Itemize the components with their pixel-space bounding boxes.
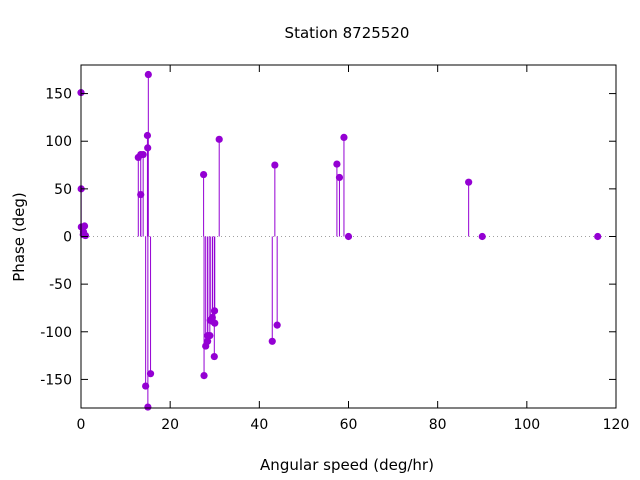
- x-tick-label-80: 80: [429, 417, 447, 433]
- impulse-layer: [80, 74, 470, 408]
- data-point-39: [478, 232, 486, 241]
- x-tick-label-120: 120: [603, 417, 630, 433]
- y-axis: -150 -100 -50 0 50 100 150: [40, 87, 616, 388]
- data-point-30: [215, 135, 223, 143]
- data-point-37: [344, 232, 353, 241]
- point-layer: [77, 70, 602, 411]
- x-tick-label-20: 20: [161, 417, 179, 433]
- chart-title: Station 8725520: [285, 24, 410, 42]
- data-point-6: [80, 222, 89, 230]
- data-point-40: [594, 232, 602, 241]
- y-tick-label--100: -100: [40, 325, 72, 341]
- x-axis-title: Angular speed (deg/hr): [260, 456, 434, 474]
- x-tick-label-0: 0: [77, 417, 86, 433]
- data-point-11: [139, 150, 147, 159]
- x-tick-label-40: 40: [250, 417, 268, 433]
- y-tick-label-100: 100: [45, 134, 72, 150]
- y-tick-label--150: -150: [40, 372, 72, 388]
- data-point-35: [335, 173, 344, 182]
- x-tick-label-60: 60: [340, 417, 358, 433]
- data-point-31: [268, 337, 276, 345]
- data-point-38: [465, 178, 473, 186]
- data-point-34: [333, 160, 341, 168]
- data-point-32: [271, 161, 279, 169]
- y-tick-label-150: 150: [45, 87, 72, 103]
- data-point-28: [210, 307, 219, 315]
- x-tick-label-100: 100: [513, 417, 540, 433]
- data-point-29: [211, 319, 219, 327]
- data-point-23: [206, 331, 214, 340]
- x-axis: 0 20 40 60 80 100 120: [77, 65, 630, 433]
- data-point-7: [81, 231, 90, 240]
- data-point-17: [146, 370, 155, 378]
- y-tick-label-50: 50: [54, 182, 72, 198]
- data-point-33: [273, 321, 281, 329]
- data-point-12: [142, 382, 150, 390]
- data-point-27: [210, 352, 218, 361]
- data-point-16: [144, 70, 152, 79]
- data-point-36: [340, 133, 348, 142]
- data-point-14: [144, 144, 152, 152]
- data-point-13: [143, 131, 152, 140]
- data-point-21: [204, 337, 212, 345]
- data-point-18: [200, 170, 208, 179]
- data-point-10: [137, 190, 145, 199]
- y-axis-title: Phase (deg): [10, 192, 28, 282]
- y-tick-label--50: -50: [49, 277, 72, 293]
- data-point-15: [144, 403, 152, 411]
- data-point-19: [200, 372, 208, 380]
- y-tick-label-0: 0: [63, 230, 72, 246]
